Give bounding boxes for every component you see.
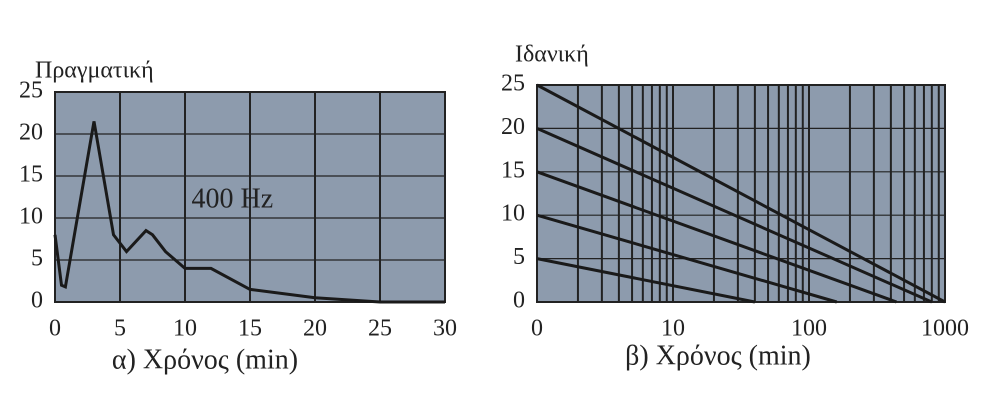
data-line [536, 257, 756, 304]
data-line [53, 121, 445, 304]
x-tick-label: 25 [368, 316, 392, 342]
x-tick-label: 100 [791, 316, 827, 342]
data-line [536, 213, 838, 304]
data-line [536, 127, 933, 304]
x-tick-label: 1000 [921, 316, 969, 342]
x-tick-label: 15 [238, 316, 262, 342]
x-axis-label: α) Χρόνος (min) [112, 344, 298, 375]
y-tick-label: 25 [19, 78, 43, 104]
chart-title: Πραγματική [35, 58, 154, 84]
y-tick-label: 25 [501, 71, 525, 97]
chart-title: Ιδανική [515, 42, 589, 68]
x-axis-label: β) Χρόνος (min) [625, 340, 811, 371]
y-tick-label: 20 [501, 114, 525, 140]
x-tick-label: 10 [173, 316, 197, 342]
y-tick-label: 20 [19, 120, 43, 146]
data-line [536, 170, 898, 304]
y-tick-label: 10 [501, 201, 525, 227]
y-tick-label: 15 [501, 157, 525, 183]
x-tick-label: 30 [433, 316, 457, 342]
data-line [536, 83, 946, 304]
y-tick-label: 5 [31, 246, 43, 272]
x-tick-label: 10 [661, 316, 685, 342]
annotation: 400 Hz [192, 184, 274, 215]
x-tick-label: 20 [303, 316, 327, 342]
x-tick-label: 0 [49, 316, 61, 342]
y-tick-label: 15 [19, 162, 43, 188]
y-tick-label: 5 [513, 244, 525, 270]
x-tick-label: 0 [531, 316, 543, 342]
y-tick-label: 0 [513, 288, 525, 314]
y-tick-label: 10 [19, 204, 43, 230]
y-tick-label: 0 [31, 288, 43, 314]
x-tick-label: 5 [114, 316, 126, 342]
